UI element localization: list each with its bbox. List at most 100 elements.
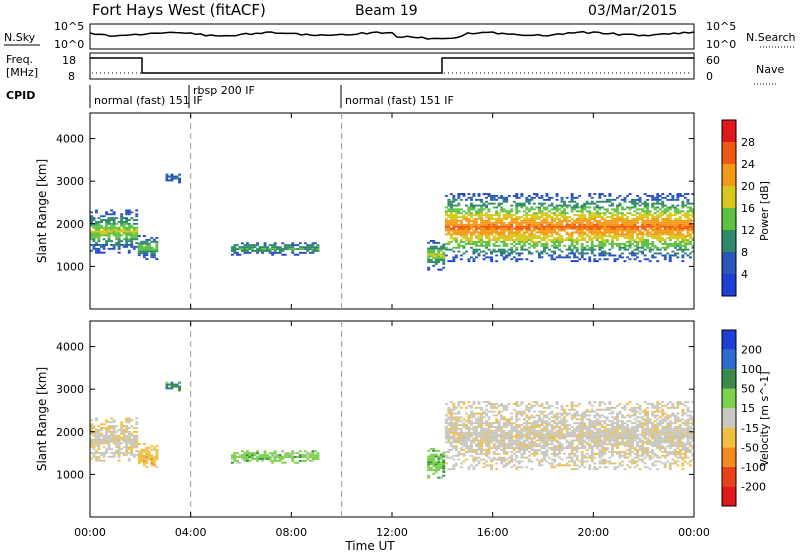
power-cell: [621, 243, 624, 245]
power-cell: [683, 227, 687, 230]
velocity-cell: [165, 383, 169, 386]
power-cell: [525, 229, 529, 232]
velocity-cell: [633, 414, 637, 417]
velocity-cell: [613, 441, 617, 444]
velocity-cell: [487, 445, 491, 448]
velocity-cell: [580, 443, 584, 446]
velocity-cell: [470, 410, 473, 413]
velocity-cell: [125, 427, 129, 429]
velocity-cell: [487, 427, 491, 430]
power-cell: [658, 231, 662, 234]
velocity-cell: [246, 456, 249, 458]
velocity-cell: [462, 441, 466, 444]
velocity-cell: [570, 451, 574, 453]
velocity-cell: [500, 439, 504, 442]
power-cell: [100, 221, 103, 223]
velocity-cell: [515, 426, 519, 428]
velocity-cell: [545, 441, 549, 444]
velocity-cell: [510, 445, 514, 448]
power-cell: [517, 223, 521, 226]
power-cell: [135, 209, 139, 212]
power-cell: [178, 177, 181, 180]
power-cell: [532, 223, 536, 226]
velocity-cell: [482, 412, 486, 415]
velocity-cell: [439, 476, 443, 479]
velocity-cell: [467, 435, 471, 438]
velocity-cell: [117, 440, 121, 443]
power-cell: [588, 231, 592, 234]
power-cell: [656, 206, 660, 209]
velocity-cell: [477, 418, 481, 421]
power-cell: [500, 210, 504, 213]
velocity-cell: [437, 449, 441, 452]
power-cell: [480, 198, 483, 201]
velocity-cell: [482, 401, 486, 403]
power-cell: [271, 248, 275, 250]
velocity-cell: [527, 433, 531, 436]
power-cell: [110, 209, 113, 212]
power-cell: [646, 219, 650, 222]
velocity-cell: [500, 416, 504, 419]
power-cell: [462, 237, 466, 240]
power-cell: [668, 214, 672, 217]
power-cell: [578, 218, 582, 220]
power-cell: [691, 223, 695, 226]
power-cell: [656, 193, 660, 195]
power-cell: [495, 250, 499, 253]
velocity-cell: [520, 427, 524, 430]
velocity-cell: [580, 416, 584, 419]
velocity-cell: [527, 427, 531, 430]
power-cell: [605, 200, 609, 203]
power-cell: [538, 206, 541, 209]
velocity-cell: [306, 454, 310, 457]
velocity-cell: [545, 437, 549, 440]
power-cell: [112, 232, 116, 235]
velocity-cell: [492, 414, 496, 417]
power-cell: [465, 223, 468, 226]
velocity-cell: [230, 461, 234, 464]
velocity-cell: [633, 431, 637, 434]
velocity-cell: [470, 439, 473, 442]
power-cell: [691, 202, 695, 205]
power-cell: [668, 235, 672, 238]
power-cell: [447, 210, 451, 213]
power-cell: [656, 223, 660, 226]
velocity-cell: [102, 442, 106, 445]
power-cell: [522, 233, 526, 236]
velocity-cell: [462, 460, 466, 463]
power-cell: [95, 242, 98, 244]
power-cell: [563, 200, 566, 203]
power-cell: [429, 259, 433, 261]
power-cell: [281, 242, 285, 245]
velocity-cell: [543, 416, 546, 419]
velocity-cell: [595, 408, 599, 411]
velocity-cell: [454, 422, 458, 425]
power-cell: [638, 231, 642, 234]
power-cell: [462, 246, 466, 249]
velocity-cell: [583, 439, 587, 442]
power-cell: [588, 195, 592, 197]
velocity-cell: [633, 408, 637, 411]
power-cell: [105, 224, 108, 227]
power-cell: [573, 260, 577, 263]
velocity-cell: [482, 410, 486, 413]
velocity-cell: [605, 418, 609, 421]
power-cell: [548, 229, 551, 232]
power-cell: [527, 221, 531, 224]
power-cell: [608, 233, 612, 236]
power-cell: [535, 237, 539, 240]
power-cell: [553, 241, 556, 243]
power-cell: [540, 239, 544, 241]
velocity-cell: [550, 452, 554, 455]
power-cell: [621, 198, 624, 201]
velocity-cell: [480, 439, 483, 442]
power-cell: [570, 248, 574, 251]
power-cell: [442, 247, 446, 250]
velocity-cell: [583, 441, 587, 444]
velocity-cell: [578, 414, 582, 417]
velocity-cell: [444, 427, 448, 430]
power-cell: [663, 221, 667, 224]
velocity-cell: [613, 418, 617, 421]
velocity-cell: [553, 439, 556, 442]
power-cell: [653, 196, 657, 199]
